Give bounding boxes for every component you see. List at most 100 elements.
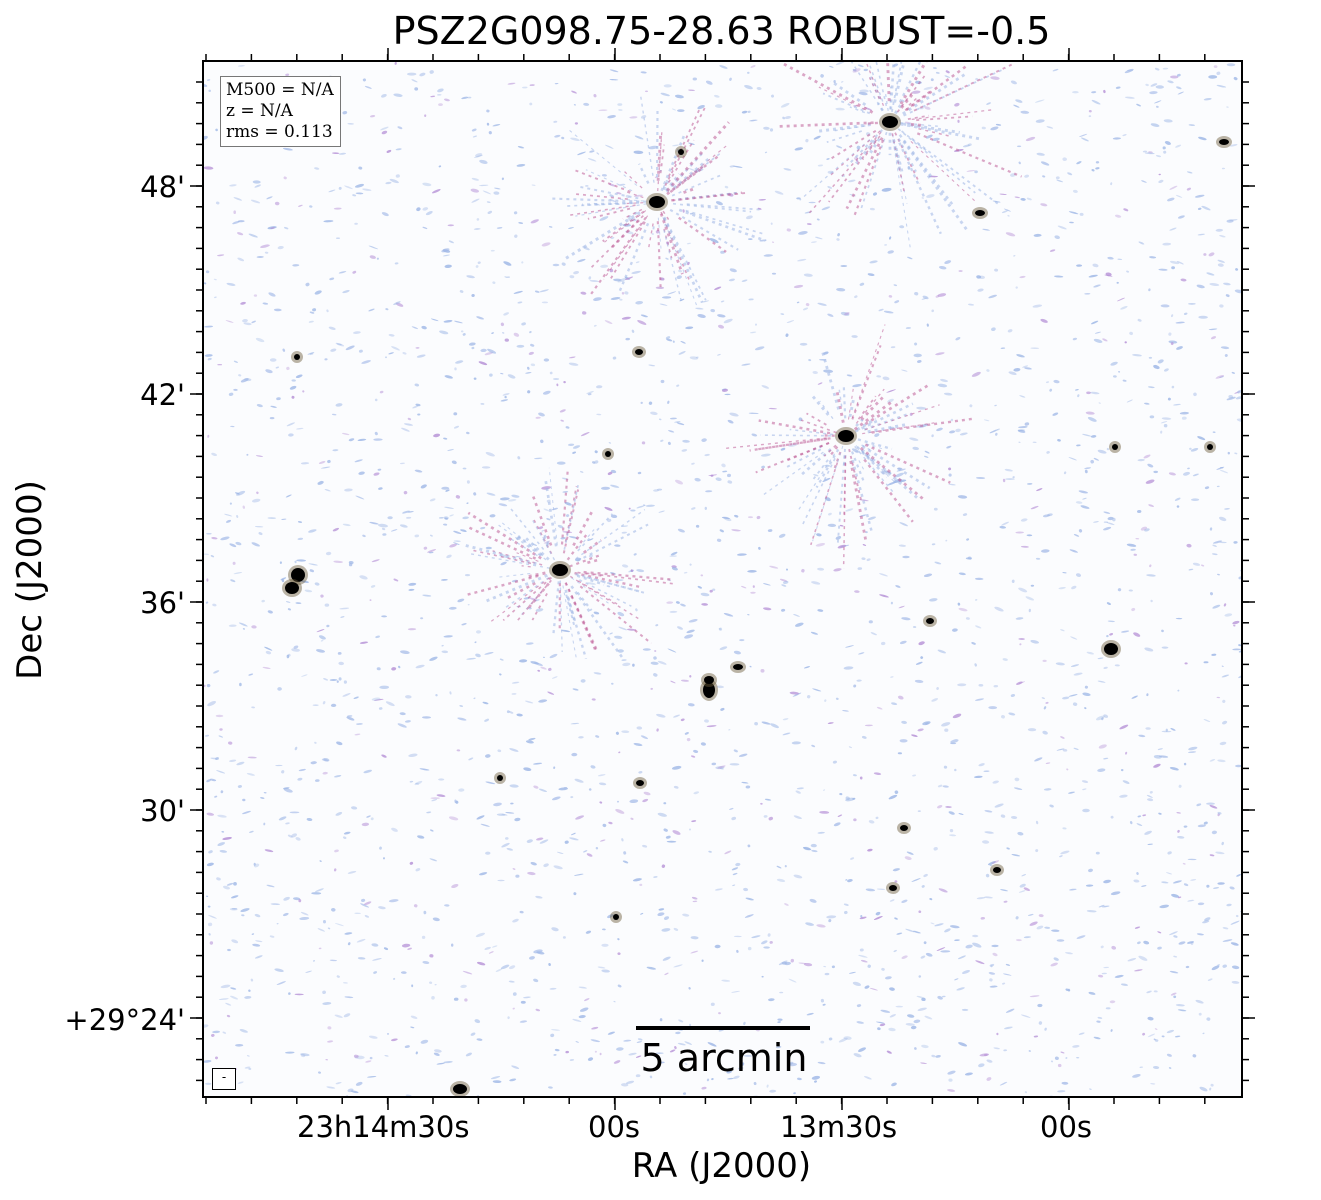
noise-speck	[227, 948, 231, 952]
noise-speck	[573, 271, 580, 275]
noise-speck	[996, 1032, 999, 1036]
noise-speck	[770, 222, 773, 225]
noise-speck	[1200, 564, 1205, 567]
noise-speck	[859, 916, 867, 920]
noise-speck	[845, 508, 854, 512]
noise-speck	[1169, 185, 1178, 190]
noise-speck	[650, 411, 658, 415]
noise-speck	[1209, 758, 1216, 762]
noise-speck	[893, 284, 898, 287]
noise-speck	[913, 1019, 921, 1024]
noise-speck	[570, 137, 580, 142]
noise-speck	[239, 682, 242, 687]
noise-speck	[659, 1018, 663, 1022]
sidelobe-ray	[686, 203, 760, 211]
noise-speck	[249, 830, 254, 833]
noise-speck	[1173, 955, 1178, 958]
noise-speck	[917, 728, 924, 732]
noise-speck	[763, 815, 768, 818]
noise-speck	[505, 837, 509, 840]
noise-speck	[729, 268, 737, 273]
noise-speck	[1212, 544, 1217, 547]
noise-speck	[367, 1075, 377, 1078]
noise-speck	[285, 494, 292, 498]
noise-speck	[327, 927, 331, 930]
noise-speck	[1102, 338, 1108, 342]
noise-speck	[1231, 980, 1240, 984]
noise-speck	[294, 560, 297, 564]
sidelobe-ray	[664, 105, 707, 187]
noise-speck	[877, 1027, 881, 1031]
noise-speck	[604, 320, 613, 325]
noise-speck	[378, 906, 386, 910]
noise-speck	[593, 324, 597, 327]
noise-speck	[385, 356, 387, 359]
noise-speck	[401, 943, 411, 948]
noise-speck	[415, 782, 420, 785]
noise-speck	[630, 509, 636, 512]
noise-speck	[572, 445, 581, 449]
sidelobe-ray	[521, 565, 531, 568]
noise-speck	[986, 369, 990, 372]
noise-speck	[767, 933, 771, 937]
noise-speck	[937, 293, 947, 297]
noise-speck	[264, 849, 274, 853]
noise-speck	[1208, 328, 1218, 331]
noise-speck	[840, 81, 844, 83]
noise-speck	[231, 908, 238, 910]
noise-speck	[466, 657, 476, 660]
noise-speck	[541, 242, 551, 247]
noise-speck	[323, 220, 334, 223]
noise-speck	[972, 934, 979, 938]
noise-speck	[228, 741, 233, 745]
noise-speck	[591, 1026, 599, 1030]
noise-speck	[665, 835, 671, 839]
noise-speck	[978, 683, 984, 687]
noise-speck	[217, 842, 226, 847]
noise-speck	[884, 244, 888, 246]
noise-speck	[777, 1018, 783, 1021]
noise-speck	[295, 837, 301, 841]
noise-speck	[843, 903, 849, 906]
noise-speck	[741, 585, 747, 589]
noise-speck	[1211, 965, 1220, 971]
noise-speck	[750, 65, 756, 68]
noise-speck	[1042, 175, 1046, 178]
noise-speck	[1005, 963, 1011, 966]
noise-speck	[944, 260, 952, 265]
sidelobe-ray	[724, 437, 827, 450]
noise-speck	[1019, 395, 1026, 398]
noise-speck	[1167, 397, 1171, 401]
noise-speck	[1093, 1036, 1101, 1040]
sidelobe-ray	[845, 136, 884, 210]
noise-speck	[749, 119, 758, 122]
noise-speck	[1227, 451, 1231, 455]
noise-speck	[477, 261, 481, 264]
noise-speck	[236, 490, 246, 496]
noise-speck	[729, 165, 735, 168]
noise-speck	[587, 393, 592, 396]
noise-speck	[617, 952, 621, 956]
noise-speck	[376, 257, 379, 260]
sidelobe-ray	[603, 215, 649, 280]
noise-speck	[517, 301, 523, 304]
noise-speck	[208, 850, 213, 854]
noise-speck	[568, 443, 575, 447]
noise-speck	[1127, 958, 1137, 962]
noise-speck	[847, 878, 853, 883]
noise-speck	[688, 167, 697, 172]
noise-speck	[760, 1096, 764, 1098]
noise-speck	[287, 834, 293, 838]
noise-speck	[485, 851, 491, 855]
noise-speck	[443, 1061, 453, 1064]
noise-speck	[782, 580, 789, 584]
noise-speck	[334, 1014, 343, 1018]
noise-speck	[1035, 820, 1039, 825]
noise-speck	[781, 608, 786, 612]
noise-speck	[950, 739, 959, 744]
noise-speck	[255, 337, 265, 343]
noise-speck	[1161, 1035, 1165, 1038]
noise-speck	[691, 507, 696, 510]
noise-speck	[748, 412, 759, 414]
noise-speck	[248, 673, 254, 676]
